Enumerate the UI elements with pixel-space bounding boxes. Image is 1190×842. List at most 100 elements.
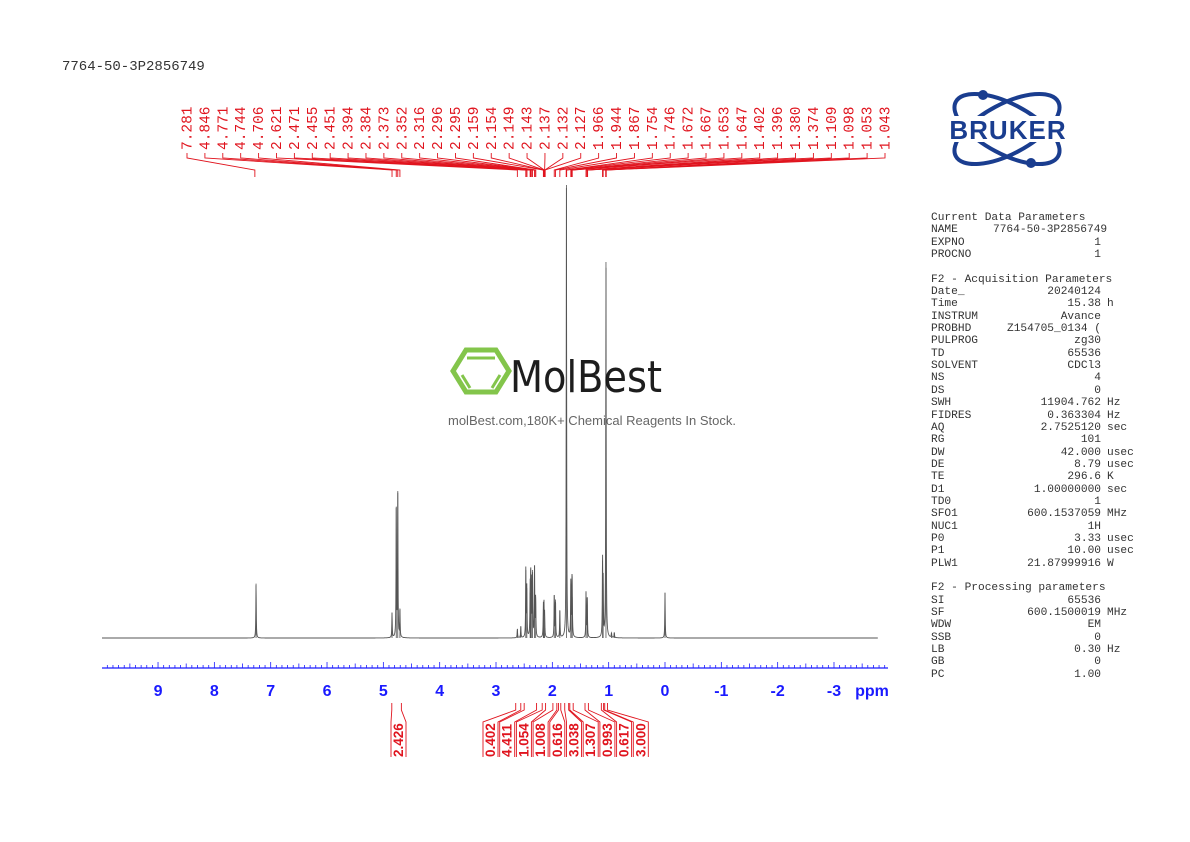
parameter-unit bbox=[1101, 335, 1107, 347]
peak-label: 2.621 bbox=[270, 106, 286, 150]
parameter-unit: Hz bbox=[1107, 397, 1121, 410]
parameter-unit bbox=[1101, 372, 1107, 384]
peak-label: 2.296 bbox=[431, 106, 447, 150]
parameter-label: PC bbox=[931, 668, 945, 681]
peak-label: 1.402 bbox=[753, 106, 769, 150]
peak-label-leader bbox=[383, 153, 532, 177]
parameter-label: TE bbox=[931, 471, 945, 484]
parameter-value: 1 bbox=[1094, 236, 1101, 249]
integral-value: 0.617 bbox=[617, 723, 632, 757]
peak-label-leader bbox=[571, 153, 743, 177]
spectrum bbox=[102, 185, 878, 639]
peak-label: 2.373 bbox=[377, 106, 393, 150]
parameter-label: DS bbox=[931, 384, 945, 397]
parameter-label: EXPNO bbox=[931, 236, 965, 249]
axis-tick-label: -1 bbox=[714, 683, 728, 700]
peak-label-leader bbox=[544, 153, 582, 177]
parameter-value: 296.6 bbox=[1067, 471, 1101, 484]
peak-label: 1.966 bbox=[592, 106, 608, 150]
axis-tick-label: 5 bbox=[379, 683, 388, 700]
parameter-row: NAME 7764-50-3P2856749 bbox=[931, 224, 1146, 236]
parameter-row: TE 296.6 K bbox=[931, 471, 1146, 483]
acquisition-params-title: F2 - Acquisition Parameters bbox=[931, 273, 1113, 286]
integral-bracket bbox=[515, 703, 543, 757]
parameter-value: zg30 bbox=[1074, 335, 1101, 348]
watermark-brand: MolBest bbox=[510, 352, 662, 403]
axis-tick-label: 3 bbox=[492, 683, 501, 700]
integral-bracket bbox=[584, 703, 601, 757]
peak-label: 4.706 bbox=[252, 106, 268, 150]
integral-bracket bbox=[607, 703, 649, 757]
peak-label-leader bbox=[455, 153, 537, 177]
bruker-logo-text: BRUKER bbox=[949, 115, 1066, 145]
parameter-value: Avance bbox=[1060, 310, 1101, 323]
integral-value: 3.038 bbox=[567, 723, 582, 757]
integral-value: 0.993 bbox=[600, 723, 615, 757]
parameter-label: Date_ bbox=[931, 286, 965, 299]
parameter-row: D1 1.00000000 sec bbox=[931, 484, 1146, 496]
peak-label: 1.667 bbox=[700, 106, 716, 150]
peak-label-leader bbox=[365, 153, 532, 177]
peak-label: 2.132 bbox=[556, 106, 572, 150]
parameter-row: TD 65536 bbox=[931, 348, 1146, 360]
integral-bracket bbox=[604, 703, 634, 757]
parameter-label: NAME bbox=[931, 224, 958, 237]
peak-label: 4.771 bbox=[216, 106, 232, 150]
parameter-unit: Hz bbox=[1107, 644, 1121, 657]
parameter-value: 21.87999916 bbox=[1027, 557, 1101, 570]
axis-title: ppm bbox=[855, 683, 889, 700]
peak-label-leader bbox=[553, 153, 600, 177]
parameter-label: SFO1 bbox=[931, 508, 958, 521]
parameter-row: PLW1 21.87999916 W bbox=[931, 558, 1146, 570]
parameter-value: 600.1500019 bbox=[1027, 607, 1101, 619]
parameter-unit bbox=[1101, 237, 1107, 249]
parameter-row: SWH 11904.762 Hz bbox=[931, 397, 1146, 409]
parameter-unit: K bbox=[1107, 471, 1114, 484]
parameter-unit: h bbox=[1107, 298, 1114, 311]
parameter-row: PC 1.00 bbox=[931, 669, 1146, 681]
peak-label: 1.380 bbox=[789, 106, 805, 150]
parameter-unit bbox=[1101, 656, 1107, 668]
parameter-unit: usec bbox=[1107, 446, 1134, 459]
parameter-value: 0.363304 bbox=[1047, 409, 1101, 422]
parameter-value: 15.38 bbox=[1067, 298, 1101, 311]
parameter-label: FIDRES bbox=[931, 409, 972, 422]
watermark-tagline: molBest.com,180K+ Chemical Reagents In S… bbox=[448, 413, 736, 428]
parameter-unit bbox=[1101, 348, 1107, 360]
parameter-label: PROBHD bbox=[931, 323, 972, 336]
parameter-label: WDW bbox=[931, 619, 952, 632]
parameter-label: PLW1 bbox=[931, 557, 958, 570]
peak-label-leader bbox=[585, 153, 779, 177]
parameter-label: D1 bbox=[931, 483, 945, 496]
peak-label-leader bbox=[276, 153, 518, 177]
peak-label-leader bbox=[258, 153, 401, 177]
integral-value: 1.008 bbox=[533, 723, 548, 757]
parameter-row: PULPROG zg30 bbox=[931, 335, 1146, 347]
axis-tick-label: 9 bbox=[154, 683, 163, 700]
parameter-unit bbox=[1101, 224, 1107, 236]
peak-label: 1.053 bbox=[861, 106, 877, 150]
parameter-row: SSB 0 bbox=[931, 632, 1146, 644]
processing-params-title: F2 - Processing parameters bbox=[931, 582, 1106, 595]
peak-label-leader bbox=[570, 153, 707, 177]
parameter-unit bbox=[1101, 595, 1107, 607]
parameter-unit bbox=[1101, 521, 1107, 533]
parameter-row: TD0 1 bbox=[931, 496, 1146, 508]
peak-label: 2.471 bbox=[288, 106, 304, 150]
peak-label: 1.109 bbox=[825, 106, 841, 150]
integral-bracket bbox=[587, 703, 616, 757]
ppm-axis: 9 8 7 6 5 4 3 2 1 0 -1 -2 -3 ppm bbox=[102, 662, 889, 700]
peak-label-leader bbox=[401, 153, 533, 177]
parameter-unit: sec bbox=[1107, 483, 1128, 496]
integral-bracket bbox=[400, 703, 407, 757]
parameter-row: SFO1 600.1537059 MHz bbox=[931, 508, 1146, 520]
peak-label: 1.653 bbox=[717, 106, 733, 150]
peak-label-leader bbox=[186, 153, 256, 177]
parameter-label: LB bbox=[931, 644, 945, 657]
parameter-label: AQ bbox=[931, 421, 945, 434]
integral-bracket bbox=[600, 703, 618, 757]
integral-bracket bbox=[564, 703, 567, 757]
parameter-unit bbox=[1101, 496, 1107, 508]
parameter-value: 1.00 bbox=[1074, 668, 1101, 681]
parameter-value: 1.00000000 bbox=[1033, 483, 1101, 496]
